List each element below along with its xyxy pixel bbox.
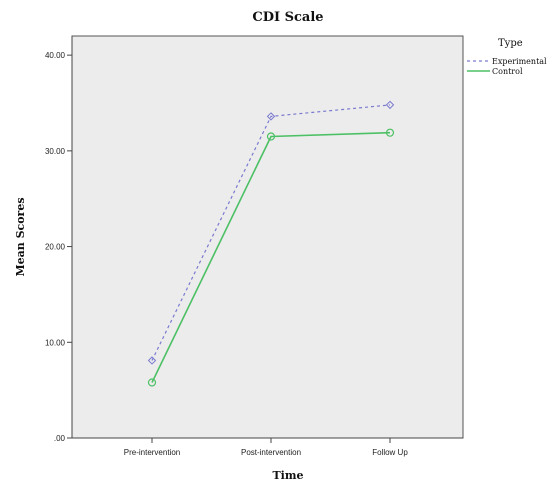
x-tick-label: Pre-intervention — [124, 448, 180, 457]
data-point-experimental — [147, 356, 157, 365]
x-tick-label: Follow Up — [372, 448, 408, 457]
data-point-control — [385, 128, 395, 137]
data-point-control — [266, 132, 276, 141]
y-axis-label: Mean Scores — [14, 197, 27, 276]
plot-area — [71, 35, 464, 439]
x-axis-ticks: Pre-intervention Post-intervention Follow … — [124, 438, 408, 457]
data-point-control — [147, 378, 157, 387]
legend-label-control: Control — [492, 67, 523, 76]
y-axis-ticks: .00 10.00 20.00 30.00 40.00 — [45, 51, 72, 443]
y-tick-label: .00 — [54, 434, 66, 443]
series-layer — [147, 100, 395, 387]
y-tick-label: 20.00 — [45, 243, 66, 252]
y-tick-label: 30.00 — [45, 147, 66, 156]
legend-label-experimental: Experimental — [492, 57, 547, 66]
x-axis-label: Time — [272, 469, 303, 482]
y-tick-label: 40.00 — [45, 51, 66, 60]
y-tick-label: 10.00 — [45, 338, 66, 347]
series-line-experimental — [151, 104, 391, 361]
legend-title: Type — [498, 38, 523, 49]
chart-title: CDI Scale — [252, 10, 323, 25]
data-point-experimental — [266, 112, 276, 121]
x-tick-label: Post-intervention — [241, 448, 301, 457]
data-point-experimental — [385, 100, 395, 110]
series-line-control — [151, 131, 391, 383]
